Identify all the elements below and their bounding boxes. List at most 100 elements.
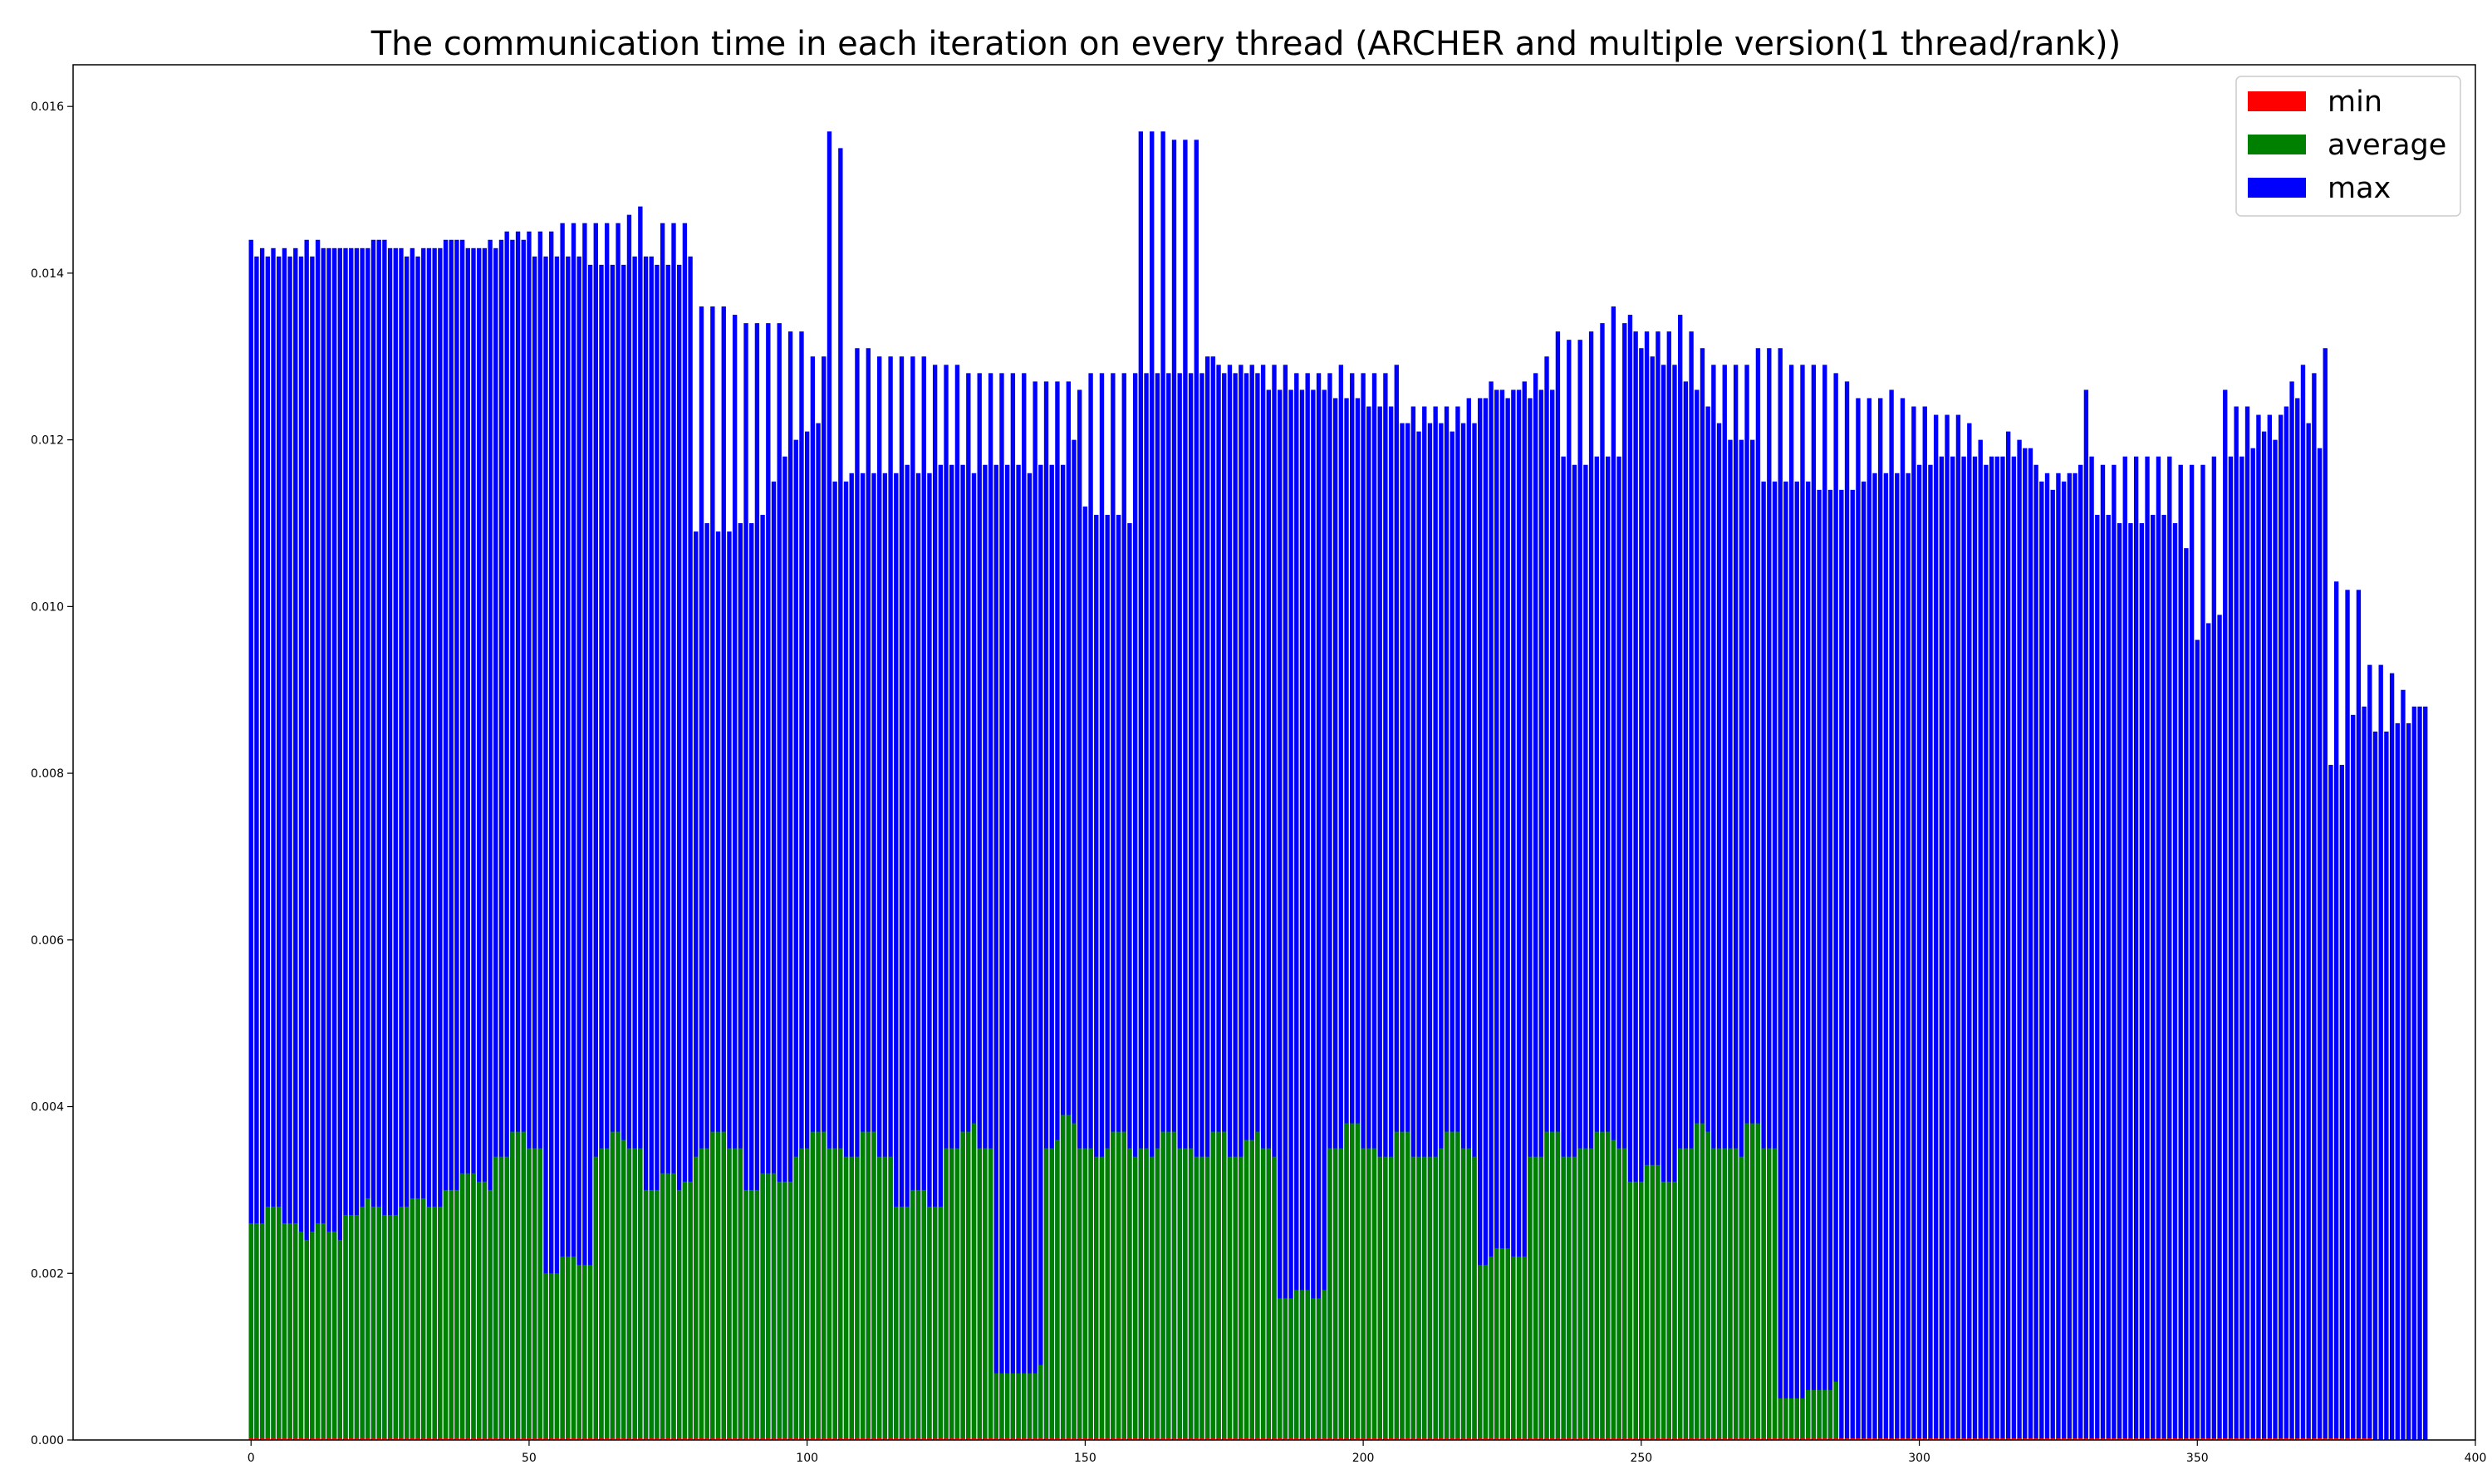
bar-min-64 bbox=[604, 1437, 610, 1440]
bar-average-216 bbox=[1450, 1131, 1454, 1440]
bar-min-202 bbox=[1371, 1437, 1377, 1440]
bar-max-291 bbox=[1867, 398, 1871, 1441]
bar-average-226 bbox=[1505, 1248, 1510, 1440]
bar-max-190 bbox=[1305, 373, 1310, 1441]
bar-min-271 bbox=[1755, 1437, 1761, 1440]
bar-min-17 bbox=[343, 1437, 348, 1440]
bar-max-328 bbox=[2073, 473, 2077, 1440]
bar-max-221 bbox=[1478, 398, 1483, 1441]
bar-max-77 bbox=[677, 264, 682, 1440]
bar-average-49 bbox=[521, 1131, 526, 1440]
bar-max-118 bbox=[905, 464, 910, 1440]
bar-average-249 bbox=[1633, 1181, 1638, 1440]
bar-min-218 bbox=[1460, 1437, 1466, 1440]
bar-max-189 bbox=[1299, 389, 1305, 1440]
bar-average-67 bbox=[621, 1139, 626, 1440]
bar-max-249 bbox=[1633, 331, 1638, 1440]
bar-min-181 bbox=[1255, 1437, 1260, 1440]
bar-average-269 bbox=[1744, 1123, 1749, 1440]
bar-max-48 bbox=[515, 231, 521, 1441]
bar-max-62 bbox=[593, 223, 598, 1441]
bar-min-69 bbox=[632, 1437, 637, 1440]
bar-min-197 bbox=[1344, 1437, 1349, 1440]
bar-average-78 bbox=[682, 1181, 688, 1440]
x-tick-label: 150 bbox=[1074, 1452, 1096, 1465]
bar-max-331 bbox=[2089, 456, 2094, 1441]
bar-max-351 bbox=[2200, 464, 2205, 1440]
bar-min-136 bbox=[1004, 1437, 1010, 1440]
bar-max-30 bbox=[415, 256, 420, 1441]
y-tick-label: 0.014 bbox=[31, 267, 64, 281]
bar-average-202 bbox=[1371, 1148, 1377, 1440]
bar-average-215 bbox=[1444, 1131, 1450, 1440]
bar-max-115 bbox=[888, 356, 893, 1440]
bar-max-215 bbox=[1444, 406, 1450, 1440]
bar-average-211 bbox=[1422, 1156, 1427, 1440]
bar-min-175 bbox=[1222, 1437, 1227, 1440]
bar-min-372 bbox=[2317, 1437, 2323, 1440]
bar-average-260 bbox=[1695, 1123, 1700, 1440]
bar-average-28 bbox=[404, 1206, 410, 1440]
bar-min-234 bbox=[1550, 1437, 1555, 1440]
bar-min-148 bbox=[1072, 1437, 1077, 1440]
bar-max-238 bbox=[1572, 464, 1577, 1440]
bar-average-174 bbox=[1216, 1131, 1221, 1440]
bar-min-83 bbox=[710, 1437, 715, 1440]
bar-max-192 bbox=[1316, 373, 1322, 1441]
bar-max-11 bbox=[310, 256, 315, 1441]
bar-min-250 bbox=[1639, 1437, 1644, 1440]
bar-average-75 bbox=[665, 1173, 670, 1440]
bar-min-303 bbox=[1933, 1437, 1939, 1440]
bar-max-374 bbox=[2328, 765, 2333, 1440]
bar-min-310 bbox=[1972, 1437, 1978, 1440]
bar-max-101 bbox=[810, 356, 816, 1440]
bar-min-326 bbox=[2061, 1437, 2067, 1440]
bar-max-352 bbox=[2205, 623, 2211, 1440]
bar-max-97 bbox=[787, 331, 793, 1440]
bar-average-76 bbox=[671, 1173, 676, 1440]
bar-max-225 bbox=[1499, 389, 1505, 1440]
bar-min-149 bbox=[1077, 1437, 1082, 1440]
bar-max-338 bbox=[2128, 523, 2133, 1440]
bar-average-108 bbox=[849, 1156, 854, 1440]
bar-max-342 bbox=[2151, 514, 2156, 1441]
chart-title: The communication time in each iteration… bbox=[370, 25, 2122, 63]
bar-average-27 bbox=[399, 1206, 404, 1440]
bar-average-4 bbox=[271, 1206, 276, 1440]
bar-min-274 bbox=[1772, 1437, 1778, 1440]
bar-max-184 bbox=[1272, 365, 1277, 1440]
bar-max-67 bbox=[621, 264, 626, 1440]
bar-max-187 bbox=[1288, 389, 1293, 1440]
bar-average-229 bbox=[1522, 1256, 1527, 1440]
bar-min-219 bbox=[1466, 1437, 1471, 1440]
bar-min-146 bbox=[1060, 1437, 1066, 1440]
bar-min-320 bbox=[2028, 1437, 2033, 1440]
bar-min-88 bbox=[738, 1437, 743, 1440]
bar-min-155 bbox=[1111, 1437, 1116, 1440]
bar-average-248 bbox=[1627, 1181, 1633, 1440]
bar-average-190 bbox=[1305, 1290, 1310, 1440]
bar-min-232 bbox=[1538, 1437, 1544, 1440]
bar-min-26 bbox=[393, 1437, 398, 1440]
bar-min-36 bbox=[449, 1437, 454, 1440]
bar-min-125 bbox=[944, 1437, 949, 1440]
bar-min-65 bbox=[610, 1437, 616, 1440]
bar-min-137 bbox=[1010, 1437, 1016, 1440]
bar-average-170 bbox=[1194, 1156, 1199, 1440]
bar-max-140 bbox=[1027, 473, 1033, 1440]
bar-average-54 bbox=[549, 1273, 554, 1440]
bar-average-143 bbox=[1043, 1148, 1049, 1440]
bar-average-31 bbox=[421, 1197, 426, 1440]
bar-max-307 bbox=[1955, 414, 1961, 1440]
bar-average-284 bbox=[1827, 1389, 1833, 1440]
bar-min-92 bbox=[760, 1437, 765, 1440]
bar-max-178 bbox=[1239, 365, 1244, 1440]
bar-max-56 bbox=[560, 223, 565, 1441]
bar-max-340 bbox=[2139, 523, 2145, 1440]
bar-average-119 bbox=[910, 1189, 915, 1440]
bar-min-143 bbox=[1043, 1437, 1049, 1440]
bar-min-307 bbox=[1955, 1437, 1961, 1440]
bar-min-216 bbox=[1450, 1437, 1454, 1440]
bar-min-32 bbox=[426, 1437, 432, 1440]
bar-average-17 bbox=[343, 1215, 348, 1440]
